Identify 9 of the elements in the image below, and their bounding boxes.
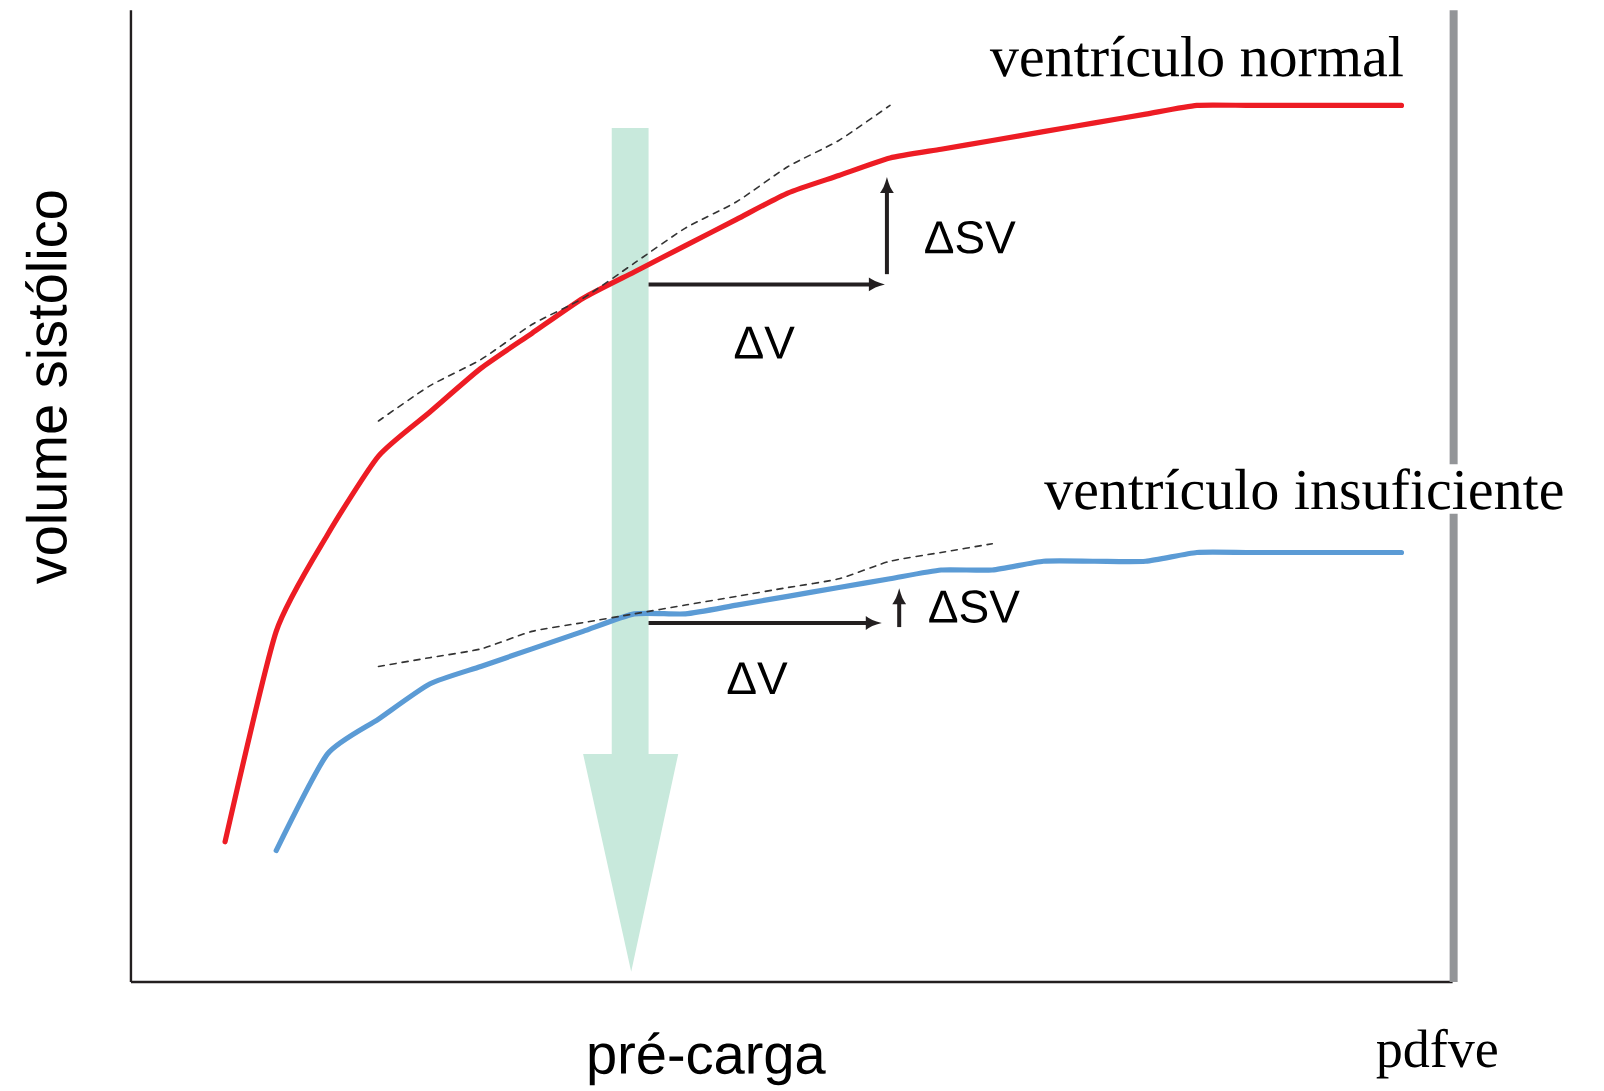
y-axis-title: volume sistólico: [25, 191, 67, 584]
series-label: ventrículo normal: [989, 35, 1403, 77]
x-axis-title: pré-carga: [589, 1032, 826, 1085]
annotation: ΔSV: [925, 220, 1016, 254]
series-label: ventrículo insuficiente: [1044, 468, 1563, 510]
annotation: ΔSV: [929, 590, 1020, 623]
annotation: ΔV: [734, 326, 795, 359]
annotation: ΔV: [727, 662, 788, 694]
text: pdfve: [1376, 1028, 1497, 1079]
